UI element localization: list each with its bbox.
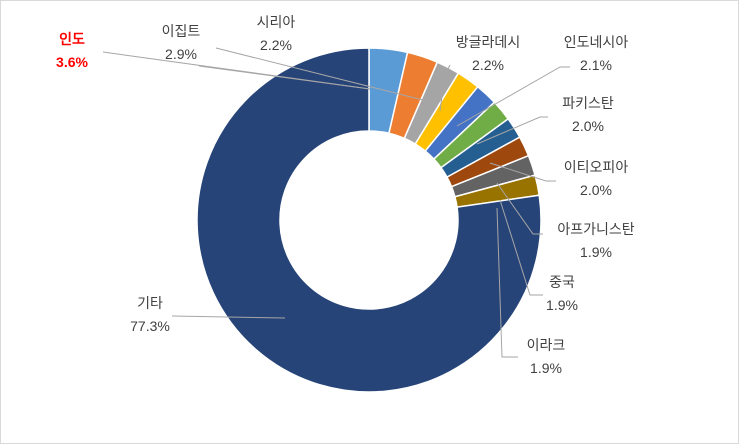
leader-line-3 <box>215 47 424 101</box>
slice-label-10: 이라크 <box>527 337 566 353</box>
slice-label-4: 방글라데시 <box>456 34 520 50</box>
slice-label-7: 이티오피아 <box>564 159 629 175</box>
slice-value-1: 3.6% <box>56 54 88 70</box>
leader-line-11 <box>171 315 286 319</box>
slice-value-3: 2.2% <box>260 37 292 53</box>
leader-line-9 <box>499 199 543 296</box>
slice-label-6: 파키스탄 <box>562 95 614 111</box>
slice-value-7: 2.0% <box>580 182 612 198</box>
slice-value-10: 1.9% <box>530 360 562 376</box>
leader-line-10 <box>496 207 518 358</box>
slices-group <box>196 47 542 393</box>
leader-line-4 <box>439 64 451 112</box>
slice-value-2: 2.9% <box>165 46 197 62</box>
donut-slice-11 <box>196 47 542 393</box>
leader-line-5 <box>456 66 570 127</box>
slice-label-2: 이집트 <box>162 23 201 39</box>
leader-line-2 <box>198 65 371 90</box>
slice-value-5: 2.1% <box>580 57 612 73</box>
slice-value-11: 77.3% <box>130 318 170 334</box>
slice-label-1: 인도 <box>59 31 85 47</box>
slice-label-5: 인도네시아 <box>564 34 629 50</box>
leader-line-8 <box>496 182 543 235</box>
slice-label-9: 중국 <box>549 274 575 290</box>
leader-line-6 <box>476 116 548 145</box>
slice-value-8: 1.9% <box>580 244 612 260</box>
slice-value-9: 1.9% <box>546 297 578 313</box>
labels-group: 인도 3.6% 이집트 2.9% 시리아 2.2% 방글라데시 2.2% 인도네시아 2.1% 파키… <box>56 14 635 376</box>
slice-value-6: 2.0% <box>572 118 604 134</box>
leader-line-7 <box>489 162 556 182</box>
leader-lines-group <box>102 47 570 358</box>
slice-label-11: 기타 <box>137 295 163 311</box>
slice-label-8: 아프가니스탄 <box>557 221 634 237</box>
slice-label-3: 시리아 <box>257 14 296 30</box>
slice-value-4: 2.2% <box>472 57 504 73</box>
